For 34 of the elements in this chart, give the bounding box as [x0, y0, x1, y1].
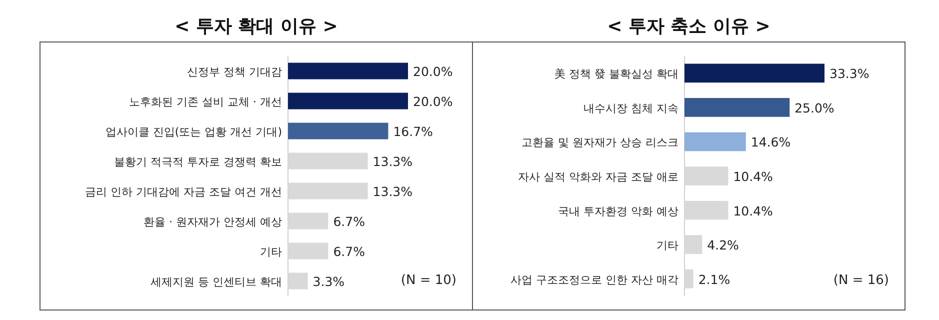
data-label: 14.6% — [750, 134, 791, 150]
y-tick-label: 고환율 및 원자재가 상승 리스크 — [522, 136, 678, 150]
data-label: 2.1% — [698, 272, 730, 287]
y-tick-label: 美 정책 發 불확실성 확대 — [554, 68, 678, 81]
data-label: 33.3% — [830, 66, 870, 82]
y-tick-label: 금리 인하 기대감에 자금 조달 여건 개선 — [85, 186, 282, 198]
y-tick-label: 불황기 적극적 투자로 경쟁력 확보 — [114, 156, 282, 168]
text: (N = 16) — [833, 273, 889, 288]
y-tick-label: 기타 — [656, 239, 678, 252]
data-label: 13.3% — [372, 184, 413, 199]
y-tick-label: 업사이클 진입(또는 업황 개선 기대) — [105, 126, 282, 138]
y-tick-label: 세제지원 등 인센티브 확대 — [150, 276, 282, 288]
data-label: 6.7% — [333, 244, 366, 259]
data-label: 20.0% — [413, 94, 453, 109]
chart-title: < 투자 축소 이유 > — [607, 16, 770, 37]
y-tick-label: 신정부 정책 기대감 — [187, 66, 282, 78]
data-label: 25.0% — [794, 100, 834, 116]
y-tick-label: 사업 구조조정으로 인한 자산 매각 — [510, 273, 678, 286]
y-tick-label: 환율 · 원자재가 안정세 예상 — [144, 216, 282, 228]
data-label: 10.4% — [733, 169, 774, 184]
y-tick-label: 국내 투자환경 악화 예상 — [558, 204, 678, 218]
y-tick-label: 내수시장 침체 지속 — [584, 102, 678, 115]
chart-title: < 투자 확대 이유 > — [174, 16, 338, 37]
data-label: 13.3% — [372, 154, 413, 169]
data-label: 16.7% — [393, 124, 434, 139]
annotation: (N = 10) — [400, 273, 456, 288]
data-label: 6.7% — [333, 214, 366, 229]
data-label: 4.2% — [707, 238, 740, 253]
data-label: 10.4% — [733, 203, 774, 218]
y-tick-label: 기타 — [260, 246, 282, 258]
data-label: 20.0% — [413, 64, 453, 79]
y-tick-label: 노후화된 기존 설비 교체 · 개선 — [129, 96, 282, 108]
data-label: 3.3% — [312, 274, 345, 289]
y-tick-label: 자사 실적 악화와 자금 조달 애로 — [518, 170, 678, 184]
